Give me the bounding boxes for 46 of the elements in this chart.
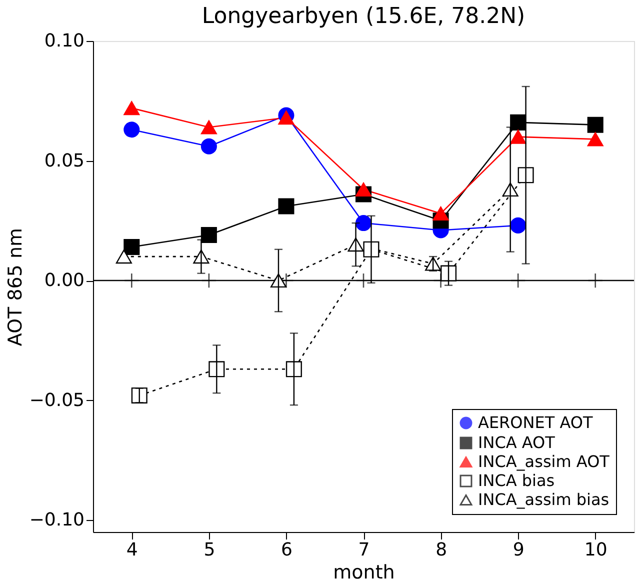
legend-label: INCA bias xyxy=(478,471,555,490)
point xyxy=(587,116,604,133)
point xyxy=(201,272,217,288)
point xyxy=(124,272,140,288)
x-tick-label: 10 xyxy=(584,540,608,560)
point xyxy=(124,101,140,116)
point xyxy=(432,206,449,220)
point xyxy=(200,138,217,154)
legend-label: INCA_assim AOT xyxy=(478,452,610,471)
point xyxy=(355,182,372,197)
point xyxy=(355,215,372,232)
x-tick-label: 4 xyxy=(126,540,138,560)
y-tick-label: 0.00 xyxy=(44,270,84,292)
point xyxy=(363,241,380,258)
point xyxy=(440,265,457,282)
legend-label: AERONET AOT xyxy=(478,413,593,432)
x-tick-label: 7 xyxy=(358,540,370,560)
point xyxy=(510,130,526,144)
y-tick-label: 0.05 xyxy=(44,150,84,172)
x-axis-title: month xyxy=(333,562,395,584)
point xyxy=(208,361,225,378)
x-tick-label: 6 xyxy=(280,540,292,560)
point xyxy=(124,238,140,255)
x-tick-label: 5 xyxy=(204,540,216,560)
point xyxy=(278,198,294,214)
point xyxy=(278,110,294,125)
x-tick-label: 9 xyxy=(512,540,524,560)
point xyxy=(510,114,526,130)
legend-label: INCA_assim bias xyxy=(478,490,610,509)
x-tick-label: 8 xyxy=(436,540,448,560)
y-axis-title: AOT 865 nm xyxy=(4,228,26,346)
point xyxy=(286,361,302,378)
point xyxy=(588,272,604,288)
y-tick-label: 0.10 xyxy=(44,30,84,52)
y-tick-label: −0.05 xyxy=(29,390,84,411)
chart-title: Longyearbyen (15.6E, 78.2N) xyxy=(202,4,526,29)
legend-label: INCA AOT xyxy=(478,433,556,452)
point xyxy=(356,272,372,288)
point xyxy=(200,120,217,134)
point xyxy=(124,122,140,138)
point xyxy=(200,226,217,244)
point xyxy=(587,132,604,146)
point xyxy=(510,272,526,288)
point xyxy=(116,250,132,264)
y-tick-label: −0.10 xyxy=(29,510,84,531)
point xyxy=(510,217,526,234)
